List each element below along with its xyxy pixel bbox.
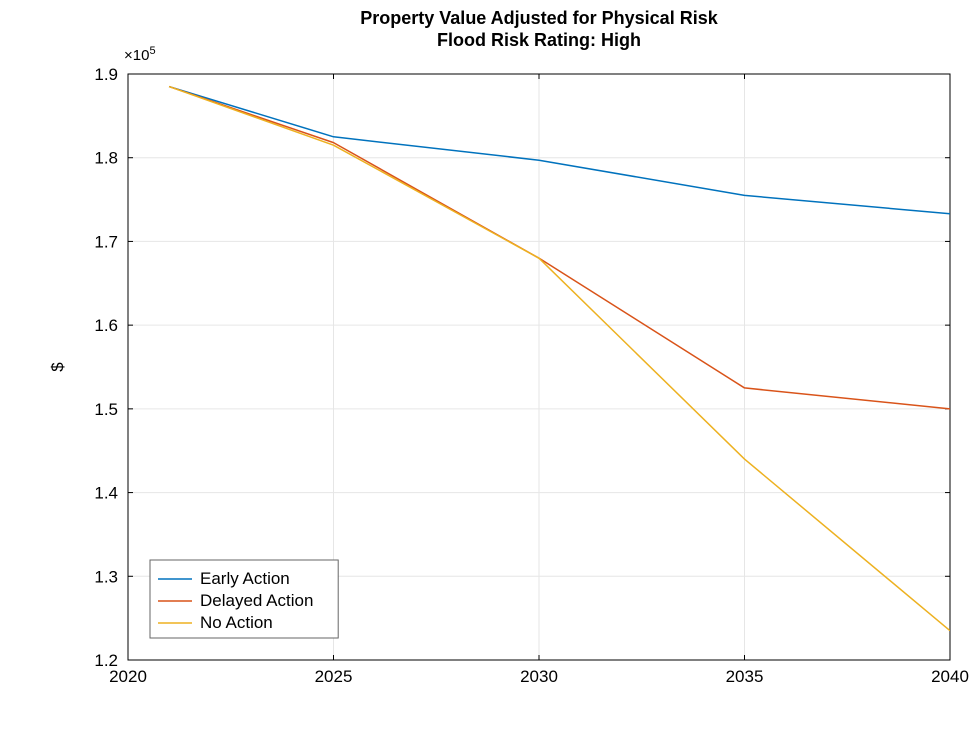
y-tick-label: 1.8: [94, 149, 118, 168]
y-tick-label: 1.4: [94, 484, 118, 503]
x-tick-label: 2025: [315, 667, 353, 686]
x-tick-label: 2030: [520, 667, 558, 686]
x-tick-label: 2040: [931, 667, 969, 686]
legend-label: No Action: [200, 613, 273, 632]
line-chart: 20202025203020352040 1.21.31.41.51.61.71…: [0, 0, 980, 735]
y-tick-label: 1.3: [94, 567, 118, 586]
y-tick-label: 1.9: [94, 65, 118, 84]
chart-container: 20202025203020352040 1.21.31.41.51.61.71…: [0, 0, 980, 735]
y-exponent-label: ×105: [124, 45, 156, 64]
legend-label: Early Action: [200, 569, 290, 588]
x-tick-labels: 20202025203020352040: [109, 667, 969, 686]
y-tick-label: 1.7: [94, 232, 118, 251]
chart-title-line1: Property Value Adjusted for Physical Ris…: [360, 8, 718, 28]
y-tick-label: 1.5: [94, 400, 118, 419]
y-tick-labels: 1.2 1.3 1.4 1.5 1.6 1.7 1.8 1.9: [94, 65, 118, 670]
y-tick-label: 1.6: [94, 316, 118, 335]
y-tick-label: 1.2: [94, 651, 118, 670]
legend-label: Delayed Action: [200, 591, 313, 610]
chart-title-line2: Flood Risk Rating: High: [437, 30, 641, 50]
legend: Early Action Delayed Action No Action: [150, 560, 338, 638]
x-tick-label: 2035: [726, 667, 764, 686]
y-axis-label: $: [48, 362, 67, 372]
